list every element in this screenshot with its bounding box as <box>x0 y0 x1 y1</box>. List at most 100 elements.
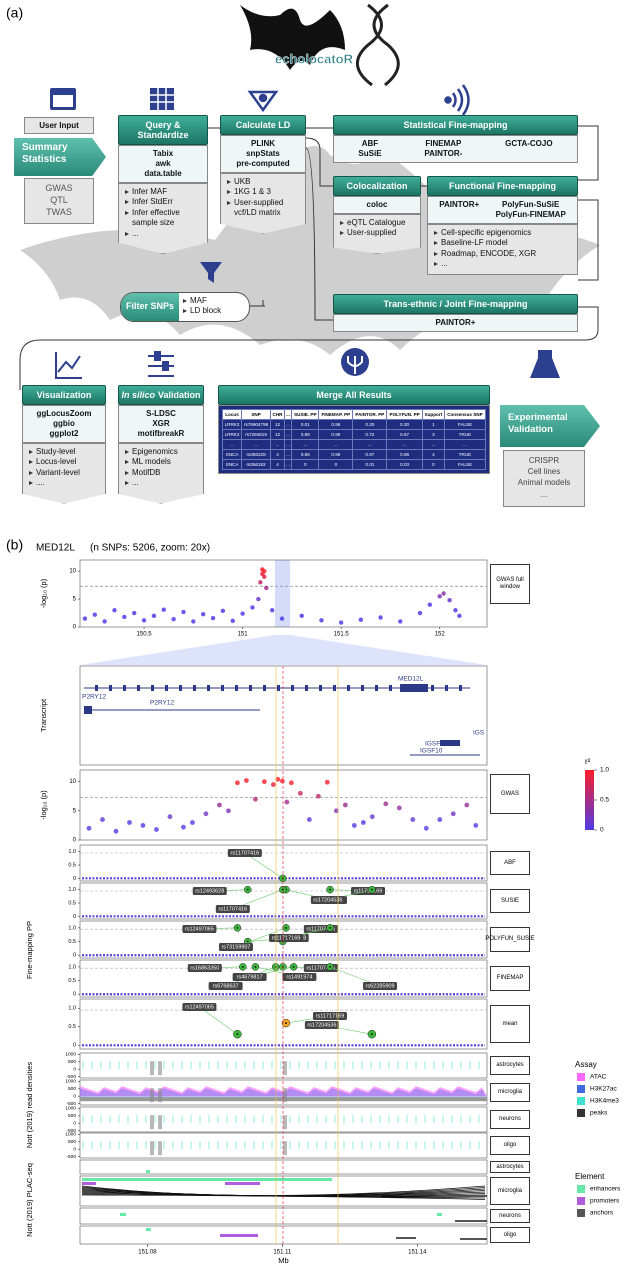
tool-column: GCTA-COJO <box>505 139 552 159</box>
snp-point <box>262 568 267 574</box>
snp-point <box>250 605 255 610</box>
legend-swatch <box>577 1073 585 1081</box>
peak <box>283 1061 287 1076</box>
snp-point <box>220 608 226 614</box>
header-cell: Consensus SNP <box>443 409 487 420</box>
exon <box>193 685 196 691</box>
snp-point <box>457 613 462 619</box>
snp-point <box>453 608 458 613</box>
snp-label: rs12493628 <box>195 888 224 894</box>
item: UKB <box>227 177 301 187</box>
box-title: Colocalization <box>346 181 408 191</box>
tool-list: PLINK snpStats pre-computed <box>220 135 306 173</box>
y-tick-label: 0.5 <box>68 862 76 868</box>
snp-point <box>315 793 321 799</box>
tool: SuSiE <box>358 149 382 158</box>
tool: awk <box>155 159 171 168</box>
item: User-supplied <box>340 228 416 238</box>
box-title-italic: In silico <box>121 390 155 400</box>
anchor <box>455 1220 487 1222</box>
panel-frame <box>79 920 488 959</box>
table-cell: rs356182 <box>241 459 272 470</box>
snp-label-box <box>182 925 217 933</box>
table-cell: ... <box>352 439 388 450</box>
snp-point <box>181 609 186 615</box>
table-cell: ... <box>386 439 423 450</box>
snp-point <box>450 811 456 817</box>
tool-column: coloc <box>367 200 388 210</box>
snp-center <box>329 965 332 968</box>
y-axis-label: Nott (2019) PLAC-seq <box>25 1163 34 1237</box>
legend-label: ATAC <box>590 1074 607 1081</box>
table-row: LRRK2 rs76904798 12... 0.01 0.96 0.20 0.30 1 FAL… <box>221 419 487 430</box>
y-tick-label: 10 <box>69 569 76 575</box>
header-cell: Support <box>421 409 445 420</box>
snp-center <box>370 888 373 891</box>
snp-point <box>410 817 416 822</box>
snp-label: rs11707416 <box>306 965 335 971</box>
item: Epigenomics <box>125 447 199 457</box>
snp-center <box>236 1033 239 1036</box>
panel-frame <box>79 1225 488 1245</box>
snp-label: rs12497065 <box>185 926 214 932</box>
y-axis-label: -log₁₀ (p) <box>39 578 48 608</box>
snp-label: rs17204536 <box>313 897 342 903</box>
y-axis-label: Fine-mapping PP <box>25 921 34 979</box>
snp-point <box>279 616 285 621</box>
snp-point <box>338 620 344 625</box>
tool: ggbio <box>53 419 75 428</box>
panel-frame <box>79 998 488 1050</box>
item: Infer effective sample size <box>125 208 203 229</box>
snp-center <box>254 965 257 968</box>
snp-label: rs11717169 <box>354 888 383 894</box>
y-tick-label: 0 <box>73 953 76 959</box>
enhancer <box>146 1170 150 1173</box>
table-cell: SNCA <box>221 449 243 460</box>
icon-ld <box>247 90 279 113</box>
y-tick-label: 0.5 <box>68 900 76 906</box>
snp-point <box>122 614 127 620</box>
snp-point <box>396 805 402 811</box>
snp-label: rs11707416 <box>218 906 247 912</box>
snp-label-box <box>227 849 262 857</box>
header-cell: FINEMAP. PP <box>318 409 354 420</box>
zoom-highlight <box>275 560 290 627</box>
x-tick-label: 151 <box>238 632 249 638</box>
legend-label: anchors <box>590 1210 614 1217</box>
peak <box>150 1088 154 1103</box>
snp-point <box>181 824 186 830</box>
snp-point <box>324 779 330 785</box>
snp-label: rs6768637 <box>213 983 239 989</box>
snp-point <box>226 808 231 814</box>
tool-column: ggLocusZoom ggbio ggplot2 <box>36 409 91 439</box>
tool-list: ABF SuSiE FINEMAP PAINTOR- GCTA-COJO <box>333 135 578 163</box>
exon <box>459 685 462 691</box>
table-cell: LRRK2 <box>221 429 243 440</box>
legend-swatch <box>577 1209 585 1217</box>
panel-frame <box>79 769 488 841</box>
table-cell: 0 <box>421 459 445 470</box>
table-cell: 0.97 <box>352 449 388 460</box>
snp-point <box>383 801 389 807</box>
colorbar-label: 1.0 <box>600 767 609 774</box>
exon <box>179 685 182 691</box>
legend-swatch <box>577 1109 585 1117</box>
table-cell: 4 <box>421 449 445 460</box>
tool-list: coloc <box>333 196 421 214</box>
snp-center <box>241 965 244 968</box>
peak <box>158 1088 162 1103</box>
promoter <box>220 1234 258 1237</box>
snp-point <box>279 778 285 784</box>
exon <box>400 684 428 692</box>
x-tick-label: 151.11 <box>273 1250 292 1256</box>
item-list: Infer MAF Infer StdErr Infer effective sam… <box>118 183 208 254</box>
exon <box>445 685 448 691</box>
facet-strip: oligo <box>490 1227 530 1243</box>
table-cell: ... <box>283 419 293 430</box>
y-tick-label: 1000 <box>65 1079 76 1085</box>
box-title: Calculate LD <box>235 120 291 130</box>
item-list: UKB 1KG 1 & 3 User-supplied vcf/LD matrix <box>220 173 306 234</box>
box-title: Query & Standardize <box>137 120 189 140</box>
snp-point <box>275 776 281 782</box>
y-tick-label: -500 <box>66 1101 76 1107</box>
